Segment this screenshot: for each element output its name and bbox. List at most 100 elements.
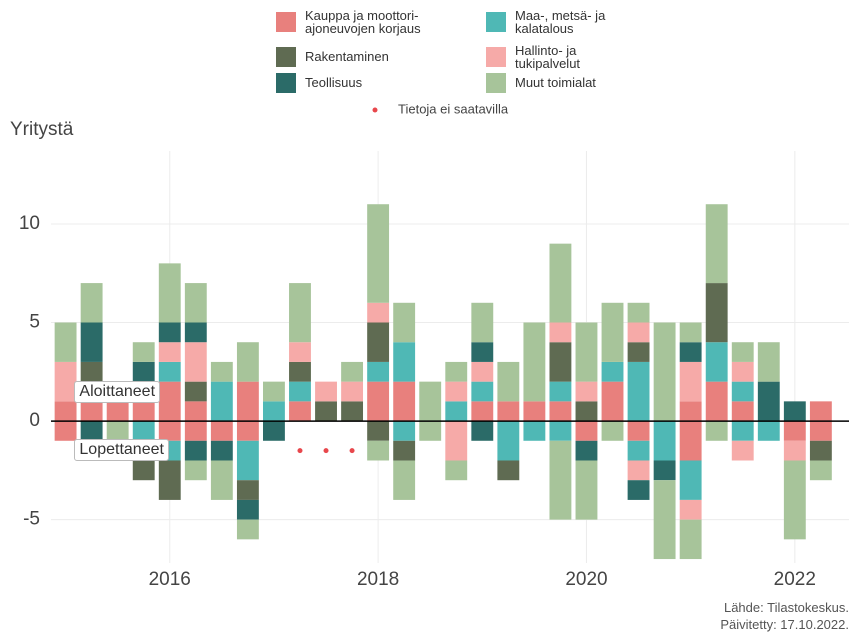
legend-missing-dot — [372, 107, 378, 113]
bar-segment — [757, 421, 780, 441]
legend-label: Muut toimialat — [515, 75, 596, 90]
bar-segment — [575, 460, 598, 520]
bar-segment — [731, 440, 754, 461]
annotation: Lopettaneet — [74, 438, 169, 461]
legend-swatch — [486, 12, 506, 32]
bar-segment — [627, 361, 650, 422]
bar-segment — [54, 361, 77, 402]
bar-segment — [289, 283, 311, 343]
bar-segment — [184, 381, 207, 402]
bar-segment — [627, 322, 650, 343]
bar-segment — [575, 401, 598, 422]
bar-segment — [158, 421, 181, 441]
bar-segment — [549, 342, 572, 382]
y-tick-label: -5 — [23, 509, 40, 530]
bar-segment — [783, 460, 806, 540]
bar-segment — [367, 204, 390, 303]
bar-segment — [653, 480, 676, 560]
bar-segment — [497, 401, 520, 422]
bar-segment — [393, 302, 416, 343]
bar-segment — [731, 421, 754, 441]
annotation: Aloittaneet — [74, 381, 161, 404]
bar-segment — [263, 401, 285, 422]
missing-marker — [349, 448, 355, 454]
bar-segment — [497, 361, 520, 402]
bar-segment — [757, 381, 780, 422]
bar-segment — [393, 381, 416, 422]
bar-segment — [184, 421, 207, 441]
bar-segment — [705, 283, 728, 343]
bar-segment — [106, 401, 129, 422]
bar-segment — [757, 342, 780, 382]
y-axis-label: Yritystä — [10, 119, 74, 140]
bar-segment — [445, 421, 468, 461]
bar-segment — [315, 381, 337, 402]
bar-segment — [705, 381, 728, 422]
bar-segment — [601, 421, 624, 441]
legend-swatch — [486, 73, 506, 93]
bar-segment — [132, 342, 155, 362]
bar-segment — [575, 322, 598, 382]
bar-segment — [263, 421, 285, 441]
x-tick-label: 2022 — [774, 569, 816, 590]
bar-segment — [236, 499, 259, 520]
bar-segment — [523, 421, 546, 441]
bar-segment — [210, 440, 233, 461]
bar-segment — [184, 283, 207, 323]
legend-label: Maa-, metsä- ja kalatalous — [515, 8, 606, 36]
bar-segment — [210, 460, 233, 500]
y-tick-label: 10 — [19, 213, 40, 234]
bar-segment — [419, 381, 442, 422]
bar-segment — [236, 480, 259, 500]
bar-segment — [289, 381, 311, 402]
bar-segment — [809, 401, 832, 422]
bar-segment — [315, 401, 337, 422]
bar-segment — [783, 421, 806, 441]
bar-segment — [575, 421, 598, 441]
bar-segment — [601, 381, 624, 422]
bar-segment — [549, 440, 572, 520]
source: Lähde: Tilastokeskus. — [723, 600, 849, 615]
bar-segment — [679, 401, 702, 422]
bar-segment — [809, 440, 832, 461]
bar-segment — [471, 342, 494, 362]
bar-segment — [445, 361, 468, 382]
missing-marker — [297, 448, 303, 454]
legend-label: Teollisuus — [305, 75, 363, 90]
legend-label: Kauppa ja moottori- ajoneuvojen korjaus — [305, 8, 421, 36]
bar-segment — [393, 421, 416, 441]
bar-segment — [575, 440, 598, 461]
bar-segment — [184, 440, 207, 461]
bar-segment — [471, 361, 494, 382]
bar-segment — [419, 421, 442, 441]
bar-segment — [393, 342, 416, 382]
bar-segment — [367, 322, 390, 362]
legend-label: Hallinto- ja tukipalvelut — [515, 43, 581, 71]
y-tick-label: 0 — [29, 410, 40, 431]
bar-segment — [679, 322, 702, 343]
bar-segment — [367, 302, 390, 323]
bar-segment — [236, 440, 259, 481]
bar-segment — [731, 361, 754, 382]
bar-segment — [601, 302, 624, 362]
bar-segment — [575, 381, 598, 402]
bar-segment — [367, 381, 390, 422]
bar-segment — [653, 421, 676, 461]
bar-segment — [132, 361, 155, 382]
bar-segment — [471, 381, 494, 402]
bar-segment — [731, 342, 754, 362]
bar-segment — [679, 421, 702, 461]
bar-segment — [809, 421, 832, 441]
bar-segment — [627, 460, 650, 481]
bar-segment — [549, 322, 572, 343]
bar-segment — [601, 361, 624, 382]
bar-segment — [184, 322, 207, 343]
bar-segment — [549, 421, 572, 441]
bar-segment — [210, 421, 233, 441]
bar-segment — [236, 381, 259, 422]
bar-segment — [471, 302, 494, 343]
bar-segment — [158, 381, 181, 422]
bar-segment — [158, 342, 181, 362]
bar-segment — [158, 263, 181, 323]
